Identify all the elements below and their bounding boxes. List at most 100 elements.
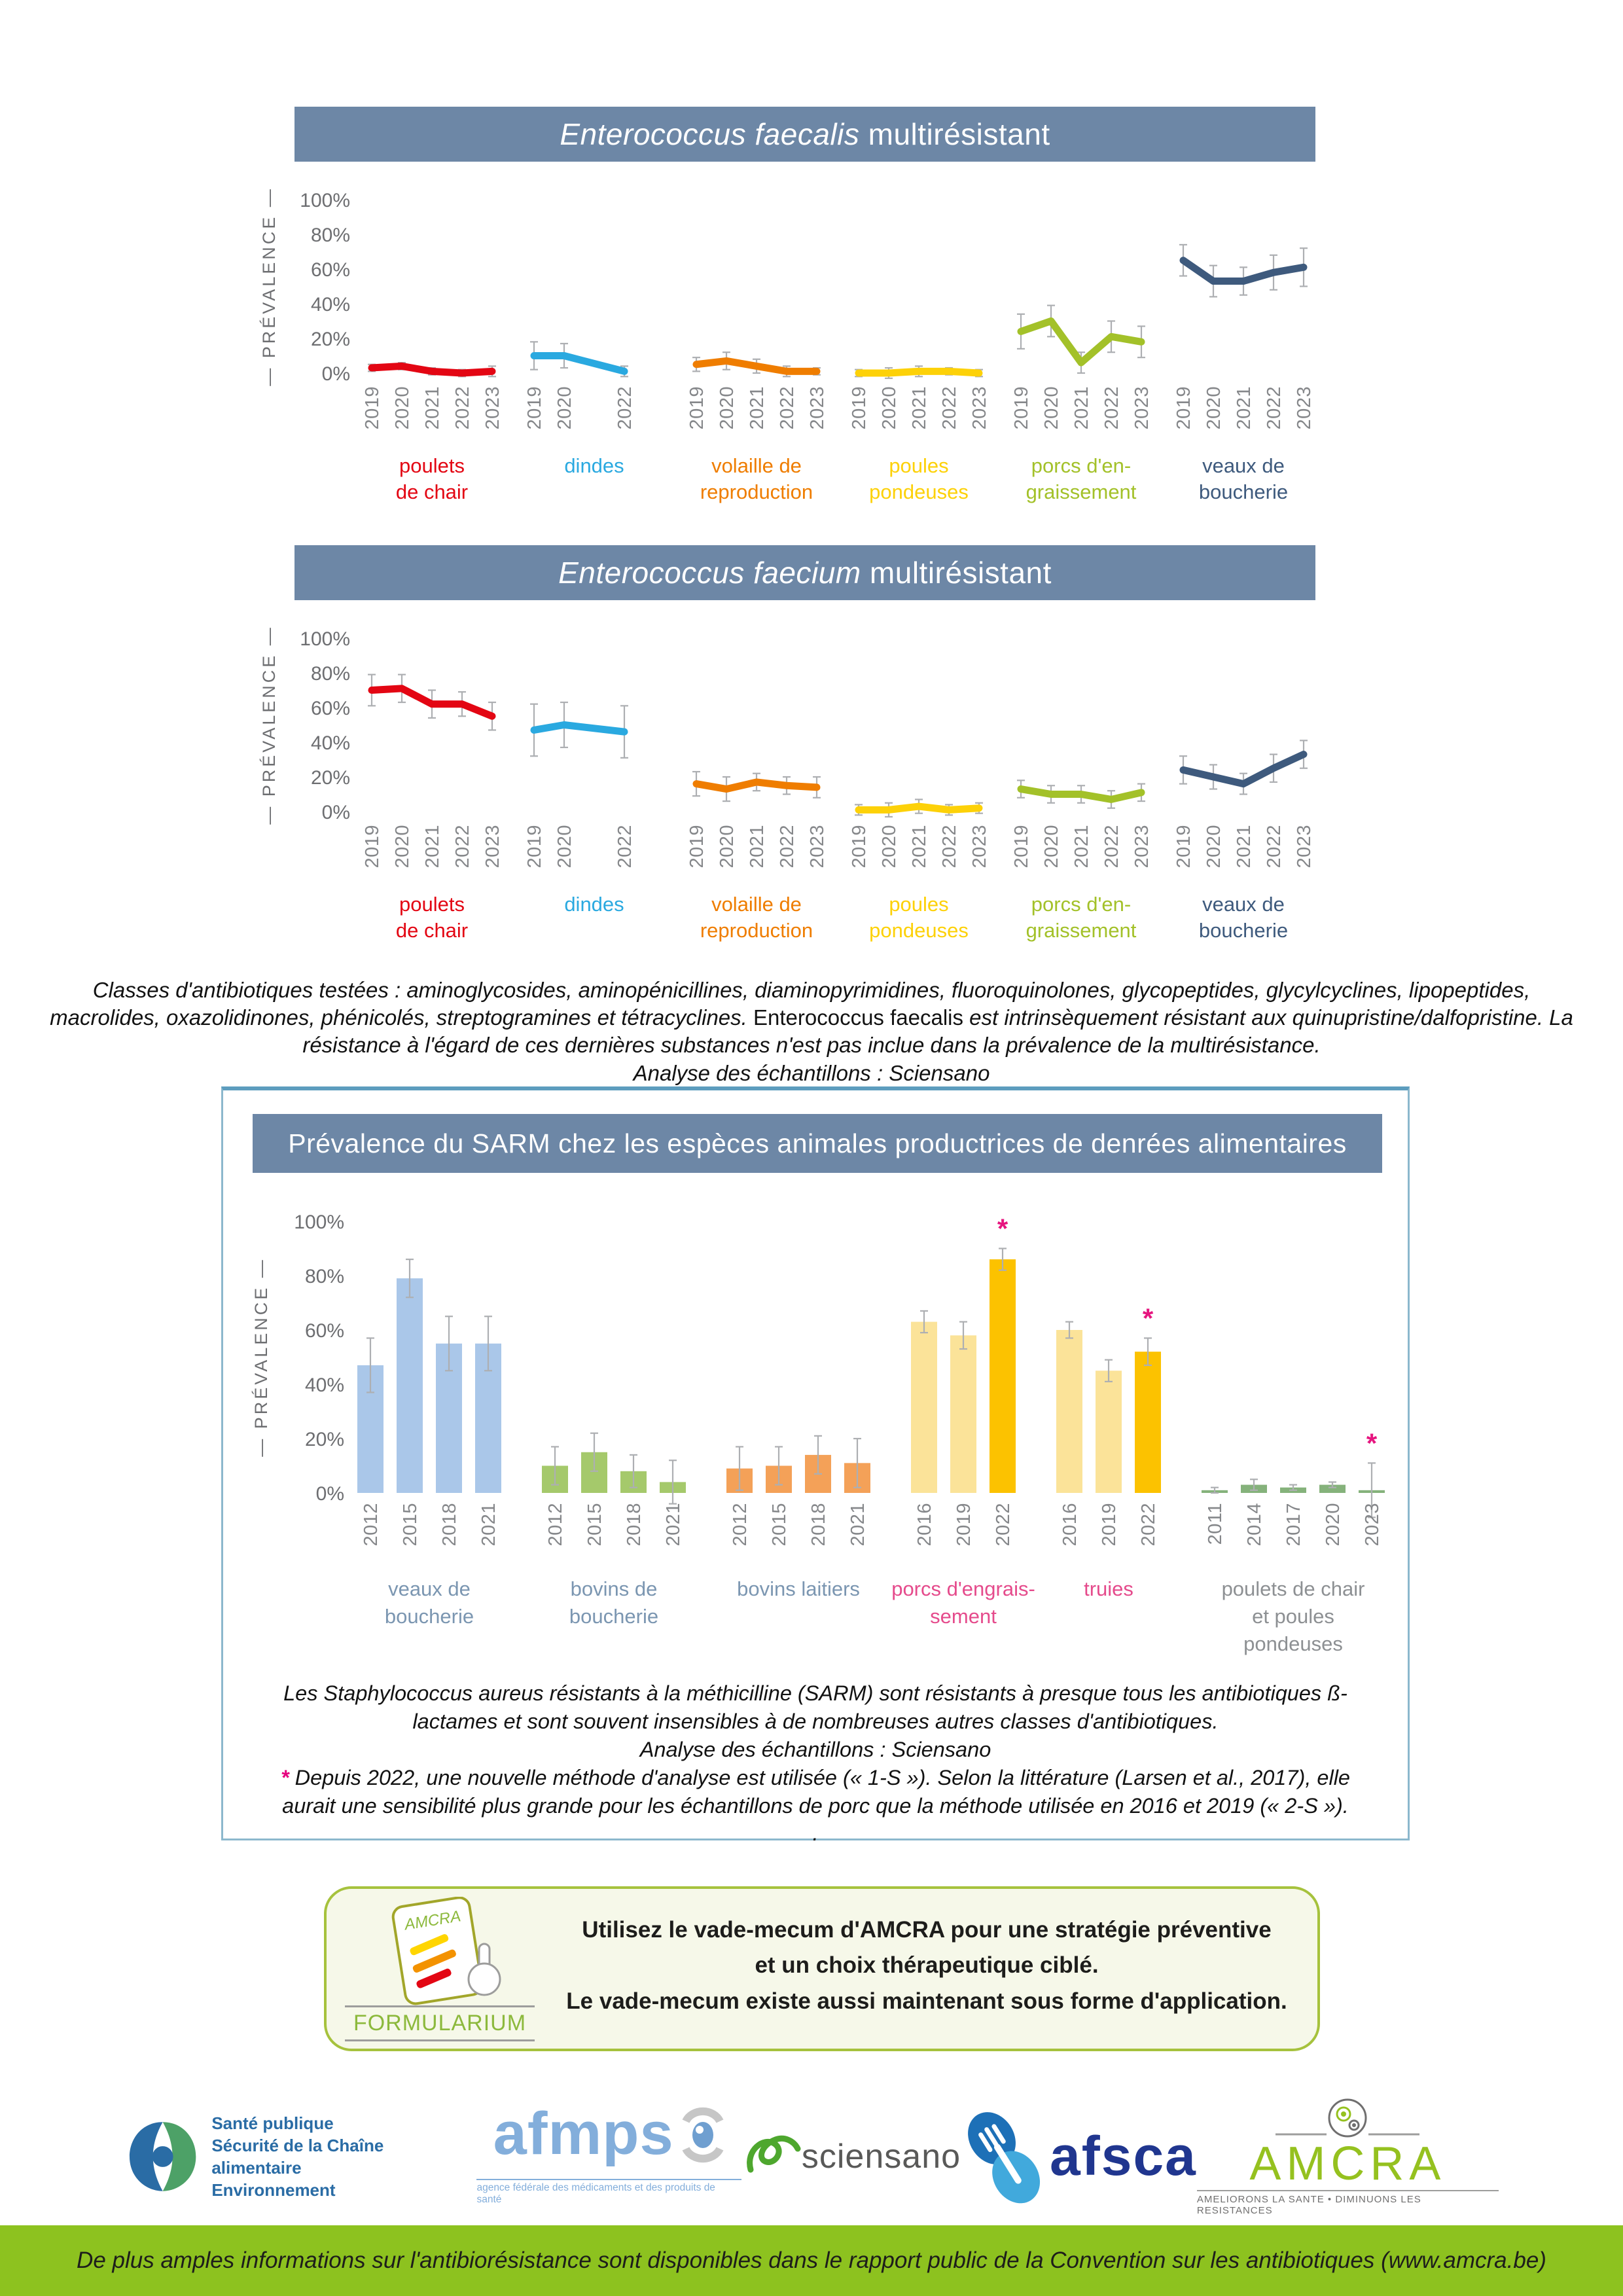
- year-label: 2023: [1294, 825, 1315, 869]
- logo-afmps: afmps agence fédérale des médicaments et…: [476, 2104, 741, 2206]
- antibiotic-classes-note: Classes d'antibiotiques testées : aminog…: [36, 977, 1587, 1087]
- year-label: 2022: [452, 825, 473, 869]
- sante-line3: Environnement: [211, 2179, 336, 2200]
- y-tick-label: 80%: [311, 224, 350, 246]
- bar-group-veaux-de-boucherie: 2012 2015 2018 2021 veaux de boucherie: [357, 1258, 501, 1628]
- bar-group-label: boucherie: [569, 1605, 658, 1628]
- logo-sante-publique: Santé publique Sécurité de la Chaîne ali…: [124, 2112, 476, 2201]
- year-label: 2020: [392, 825, 413, 869]
- sarm-note: Les Staphylococcus aureus résistants à l…: [261, 1679, 1370, 1848]
- year-label: 2022: [939, 825, 960, 869]
- bar-group-label: sement: [930, 1605, 997, 1628]
- series-volaille-de-reproduction: 2019 2020 2021 2022 2023 volaille de reproduct…: [687, 770, 828, 942]
- year-label: 2022: [777, 386, 798, 430]
- logo-amcra: AMCRA AMELIORONS LA SANTE • DIMINUONS LE…: [1196, 2096, 1499, 2216]
- series-label: poulets: [399, 893, 465, 916]
- afmps-emblem-icon: [682, 2107, 724, 2163]
- sarm-panel: Prévalence du SARM chez les espèces anim…: [221, 1086, 1410, 1845]
- formularium-line2: et un choix thérapeutique ciblé.: [755, 1952, 1099, 1979]
- year-label: 2022: [777, 825, 798, 869]
- faecium-line-chart: 100% 80% 60% 40% 20% 0% — PRÉVALENCE — 2019 2020…: [259, 625, 1315, 942]
- y-tick-label: 40%: [305, 1374, 344, 1396]
- series-label: de chair: [396, 919, 468, 942]
- series-veaux-de-boucherie: 2019 2020 2021 2022 2023 veaux de boucherie: [1173, 740, 1315, 942]
- year-label: 2019: [362, 386, 383, 430]
- series-label: graissement: [1026, 919, 1137, 942]
- y-tick-label: 0%: [322, 363, 350, 385]
- data-line: [530, 352, 628, 375]
- bar-group-bovins-laitiers: 2012 2015 2018 2021 bovins laitiers: [726, 1435, 870, 1600]
- bar-group-label: bovins laitiers: [737, 1577, 860, 1600]
- year-label: 2017: [1283, 1503, 1304, 1547]
- sarm-description: Les Staphylococcus aureus résistants à l…: [283, 1681, 1347, 1733]
- bar: [1135, 1352, 1161, 1493]
- note-text: Classes d'antibiotiques testées : aminog…: [50, 978, 1531, 1030]
- series-label: veaux de: [1202, 893, 1285, 916]
- year-label: 2021: [1071, 825, 1092, 869]
- bar-group-label: et poules: [1252, 1605, 1334, 1628]
- logo-afsca: afsca: [961, 2104, 1197, 2209]
- bar: [1319, 1484, 1346, 1493]
- year-label: 2019: [687, 825, 707, 869]
- year-label: 2015: [769, 1503, 790, 1547]
- year-label: 2021: [1234, 386, 1255, 430]
- sarm-analysis-credit: Analyse des échantillons : Sciensano: [639, 1737, 991, 1761]
- y-tick-label: 80%: [311, 663, 350, 685]
- series-poules-pondeuses: 2019 2020 2021 2022 2023 poules pondeuses: [849, 798, 990, 942]
- series-dindes: 2019 2020 2022 dindes: [524, 701, 635, 916]
- bar-yellow: [410, 1934, 449, 1956]
- year-label: 2021: [663, 1503, 684, 1547]
- year-label: 2019: [687, 386, 707, 430]
- year-label: 2022: [1101, 386, 1122, 430]
- year-label: 2020: [1204, 825, 1224, 869]
- bar-group-label: boucherie: [385, 1605, 474, 1628]
- bar: [950, 1335, 976, 1493]
- year-label: 2018: [439, 1503, 460, 1547]
- series-porcs-d-engraissement: 2019 2020 2021 2022 2023 porcs d'en-graisseme…: [1011, 304, 1152, 503]
- note-analysis-credit: Analyse des échantillons : Sciensano: [633, 1060, 990, 1085]
- series-label: volaille de: [711, 454, 802, 477]
- data-line: [368, 362, 496, 377]
- y-tick-label: 60%: [311, 259, 350, 281]
- year-label: 2023: [969, 386, 990, 430]
- y-tick-label: 20%: [311, 329, 350, 350]
- series-label: veaux de: [1202, 454, 1285, 477]
- partner-logos-row: Santé publique Sécurité de la Chaîne ali…: [124, 2089, 1499, 2223]
- year-label: 2023: [482, 825, 503, 869]
- year-label: 2021: [1234, 825, 1255, 869]
- data-line: [1179, 751, 1308, 788]
- series-volaille-de-reproduction: 2019 2020 2021 2022 2023 volaille de reproduct…: [687, 351, 828, 503]
- year-label: 2019: [1173, 386, 1194, 430]
- year-label: 2021: [747, 825, 768, 869]
- year-label: 2022: [452, 386, 473, 430]
- year-label: 2019: [849, 825, 870, 869]
- asterisk-marker: *: [997, 1213, 1008, 1244]
- year-label: 2019: [954, 1503, 974, 1547]
- data-line: [368, 685, 496, 720]
- year-label: 2020: [879, 386, 900, 430]
- footnote-asterisk: *: [281, 1765, 289, 1789]
- year-label: 2019: [524, 825, 545, 869]
- sante-publique-text: Santé publique Sécurité de la Chaîne ali…: [211, 2112, 476, 2201]
- year-label: 2012: [545, 1503, 566, 1547]
- year-label: 2019: [849, 386, 870, 430]
- formularium-callout: AMCRA FORMULARIUM Utilisez le vade-mecum…: [324, 1886, 1320, 2051]
- bar: [397, 1278, 423, 1493]
- year-label: 2021: [478, 1503, 499, 1547]
- year-label: 2021: [422, 386, 443, 430]
- year-label: 2023: [1132, 825, 1152, 869]
- year-label: 2020: [1041, 825, 1062, 869]
- bar-group-poulets-de-chair-et-poules-pondeuses: 2011 2014 2017 2020 * 2023 poulets de chair et …: [1202, 1427, 1385, 1655]
- year-label: 2021: [847, 1503, 868, 1547]
- y-tick-label: 60%: [311, 698, 350, 719]
- bar-group-label: truies: [1084, 1577, 1133, 1600]
- data-line: [1017, 785, 1145, 803]
- bar-group-label: veaux de: [388, 1577, 471, 1600]
- amcra-wordmark: AMCRA: [1249, 2137, 1446, 2190]
- sante-line1: Santé publique: [211, 2113, 334, 2133]
- series-label: de chair: [396, 480, 468, 503]
- year-label: 2021: [909, 386, 930, 430]
- year-label: 2019: [1099, 1503, 1120, 1547]
